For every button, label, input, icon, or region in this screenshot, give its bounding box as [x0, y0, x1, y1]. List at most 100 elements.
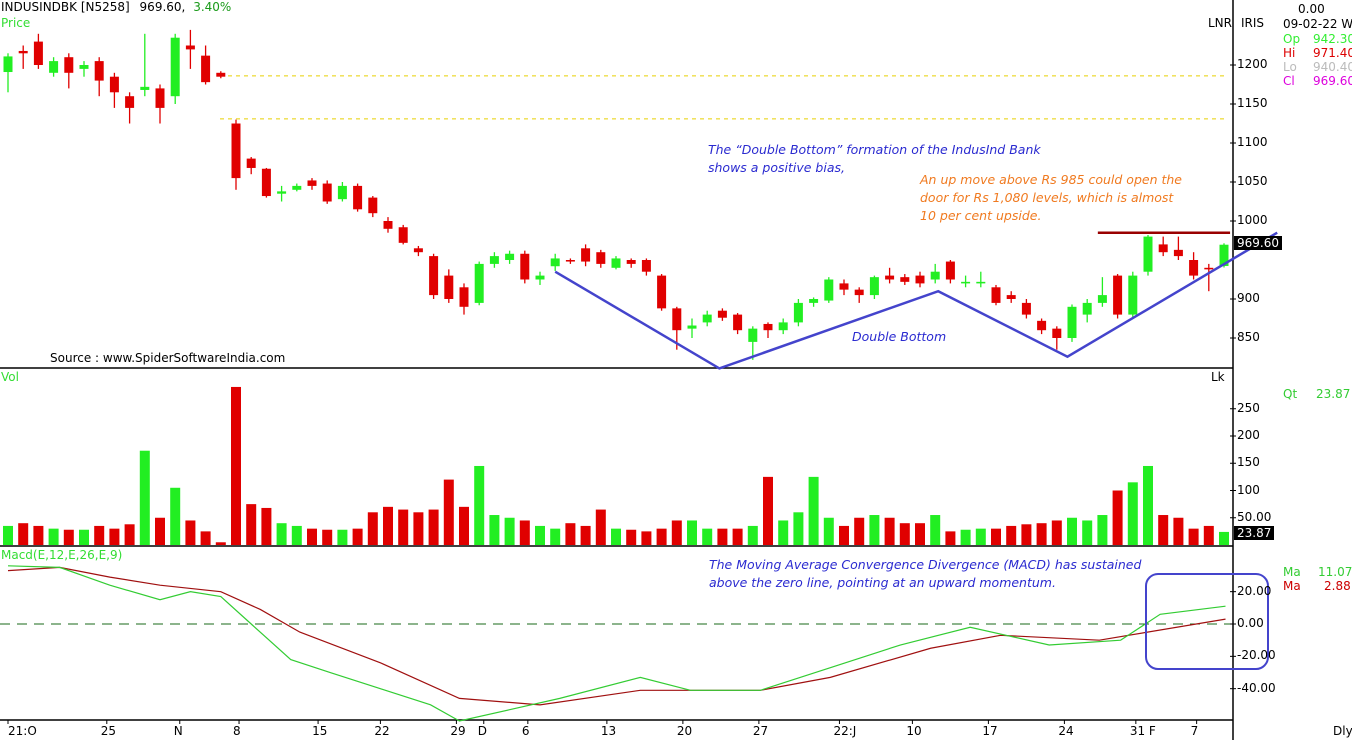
candle-body [778, 322, 788, 331]
volume-bar [215, 542, 226, 545]
qt-value: 23.87 [1316, 387, 1351, 401]
macd-line [7, 565, 1226, 722]
candle-body [140, 86, 150, 90]
candle-body [109, 76, 119, 93]
price-tick-label: 900 [1237, 291, 1260, 305]
price-tick-label: 1200 [1237, 57, 1268, 71]
volume-bar [504, 517, 515, 545]
candle-body [322, 183, 332, 202]
candle-body [18, 50, 28, 54]
candle-body [793, 302, 803, 323]
price-tick-label: 1150 [1237, 96, 1268, 110]
volume-bar [991, 528, 1001, 545]
candle-body [429, 256, 439, 296]
candle-body [505, 253, 515, 260]
volume-bar [109, 528, 120, 545]
date-label: 09-02-22 We [1283, 17, 1352, 31]
hi-value: 971.40 [1313, 46, 1352, 60]
candle-body [1006, 295, 1016, 299]
macd-note: The Moving Average Convergence Divergenc… [709, 557, 1142, 590]
signal-line [7, 566, 1226, 706]
candle-body [33, 41, 43, 65]
price-tick-label: 1100 [1237, 135, 1268, 149]
candle-body [216, 72, 226, 77]
candle-body [611, 258, 621, 268]
candle-body [1097, 295, 1107, 303]
hi-label: Hi [1283, 46, 1296, 60]
current-price-label: 969.60 [1234, 236, 1282, 250]
volume-bar [945, 531, 956, 545]
op-label: Op [1283, 32, 1301, 46]
candle-body [733, 314, 743, 331]
candle-body [1189, 260, 1199, 276]
volume-bar [474, 465, 485, 545]
candle-body [854, 289, 864, 296]
candle-body [885, 275, 895, 280]
volume-bar [975, 528, 986, 545]
candle-body [961, 281, 971, 284]
candle-body [1037, 320, 1047, 331]
volume-bar [626, 529, 637, 545]
volume-bar [291, 525, 302, 545]
period-label: Dly [1333, 724, 1352, 738]
x-tick-label: 27 [752, 724, 769, 738]
volume-bar [1219, 531, 1229, 545]
price-tick-label: 1000 [1237, 213, 1268, 227]
volume-bar [550, 528, 561, 545]
volume-bar [261, 507, 272, 545]
volume-bar [200, 531, 211, 545]
volume-bar [1021, 524, 1032, 545]
candle-body [945, 261, 955, 280]
volume-bar [1006, 525, 1017, 545]
volume-bar [1097, 515, 1108, 545]
vol-panel-label: Vol [1, 370, 19, 384]
candle-body [185, 45, 195, 50]
volume-bar [307, 528, 317, 545]
candle-body [1143, 236, 1153, 272]
volume-bar [428, 509, 439, 545]
volume-bar [1173, 517, 1184, 545]
volume-bar [1203, 525, 1214, 545]
volume-bar [793, 512, 804, 545]
candle-body [824, 279, 834, 301]
volume-tick-label: 200 [1237, 428, 1260, 442]
candle-body [1219, 244, 1229, 267]
volume-bar [580, 525, 591, 545]
upmove-note: An up move above Rs 985 could open the d… [920, 172, 1182, 223]
candle-body [1158, 244, 1168, 253]
qt-label: Qt [1283, 387, 1298, 401]
signal-ma-label: Ma [1283, 579, 1301, 593]
candle-body [915, 275, 925, 284]
candle-body [657, 275, 667, 309]
volume-bar [3, 525, 13, 545]
volume-bar [367, 512, 378, 545]
volume-bar [535, 525, 545, 545]
candle-body [1113, 275, 1123, 315]
lk-label: Lk [1211, 370, 1225, 384]
lnr-button[interactable]: LNR [1208, 16, 1232, 30]
volume-bar [276, 523, 287, 545]
volume-bar [459, 506, 469, 545]
volume-tick-label: 150 [1237, 455, 1260, 470]
candle-body [353, 185, 363, 210]
x-tick-label: D [477, 724, 487, 738]
candle-body [94, 61, 104, 81]
chart-header: INDUSINDBK [N5258] 969.60, 3.40% [1, 0, 231, 14]
volume-bar [1036, 523, 1047, 545]
double-bottom-trendline [554, 231, 1278, 370]
volume-bar [352, 528, 363, 545]
volume-bar [185, 520, 196, 545]
volume-bar [747, 525, 758, 545]
volume-bar [915, 523, 925, 545]
volume-bar [63, 529, 74, 545]
candle-body [413, 248, 423, 253]
x-tick-label: N [173, 724, 183, 738]
volume-bar [717, 528, 728, 545]
volume-bar [565, 523, 576, 545]
volume-bar [337, 529, 348, 545]
volume-bar [18, 523, 29, 545]
volume-bar [79, 529, 89, 545]
volume-bar [808, 476, 819, 545]
volume-bar [854, 517, 865, 545]
